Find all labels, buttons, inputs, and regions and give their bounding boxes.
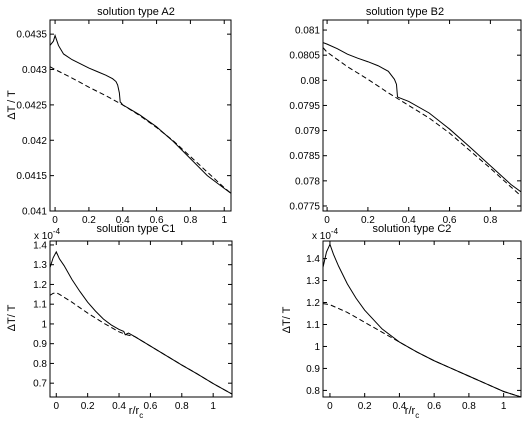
y-tick-label: 0.9 [33,339,47,350]
y-axis-label: ΔT/ T [6,304,18,331]
y-tick-label: 0.9 [306,364,320,375]
x-tick-label: 0.4 [392,401,406,412]
y-tick-label: 1 [314,342,320,353]
series-line-dashed [323,303,521,397]
y-axis-label: ΔT/ T [281,306,293,333]
y-exponent-label: x 10-4 [312,227,339,242]
y-tick-label: 1.2 [33,280,47,291]
subplot-title: solution type A2 [97,6,175,18]
y-tick-label: 0.7 [33,379,47,390]
y-tick-label: 0.0795 [289,101,320,112]
plot-area: 0 0.2 0.4 0.6 0.8 0.0775 0.078 0.0785 0.079 0.079… [289,19,522,226]
y-exponent-label: x 10-4 [34,227,61,242]
x-tick-label: 0.4 [402,215,416,226]
series-line-dashed [323,47,521,197]
y-tick-label: 0.8 [33,359,47,370]
y-tick-label: 1.1 [306,320,320,331]
axes-frame [322,240,522,398]
y-tick-label: 0.0785 [289,151,320,162]
x-tick-label: 0.6 [150,215,164,226]
axes-frame [49,19,232,212]
y-tick-label: 1.1 [33,300,47,311]
y-tick-label: 0.0775 [289,201,320,212]
y-tick-label: 0.041 [22,207,47,218]
y-tick-label: 1.3 [306,276,320,287]
y-tick-label: 0.081 [295,26,320,37]
y-tick-label: 0.08 [301,76,321,87]
x-tick-label: 0.6 [143,401,157,412]
x-axis-label: r/rc [405,405,419,420]
y-tick-label: 1.2 [306,298,320,309]
x-tick-label: 0.4 [116,215,130,226]
x-tick-label: 0.6 [443,215,457,226]
x-tick-label: 0 [53,401,59,412]
y-tick-label: 0.0415 [16,171,47,182]
x-tick-label: 0.8 [483,215,497,226]
plot-area: 0 0.2 0.4 0.6 0.8 1 0.7 0.8 0.9 1 1.1 1.2 1.3 1.4 [33,240,233,412]
y-tick-label: 0.0425 [16,100,47,111]
y-tick-label: 0.079 [295,126,320,137]
x-tick-label: 0 [324,215,330,226]
x-tick-label: 1 [221,215,227,226]
x-tick-label: 0.2 [82,215,96,226]
y-tick-label: 1.4 [33,240,47,251]
y-tick-label: 1.4 [306,254,320,265]
x-tick-label: 1 [210,401,216,412]
subplot-a2: solution type A2 ΔT / T 0 0.2 0.4 0.6 0.8 1 0.… [6,6,232,226]
x-tick-label: 0 [327,401,333,412]
series-line-solid [50,250,232,395]
x-tick-label: 0.8 [175,401,189,412]
y-tick-label: 0.042 [22,136,47,147]
axes-frame [322,19,522,212]
subplot-b2: solution type B2 0 0.2 0.4 0.6 0.8 0.0775 0.07… [289,6,522,226]
subplot-title: solution type C2 [373,223,452,235]
axes-frame [49,240,233,398]
x-tick-label: 0.2 [361,215,375,226]
plot-area: 0 0.2 0.4 0.6 0.8 1 0.041 0.0415 0.042 0.0425 0.04… [16,19,232,226]
subplot-c1: solution type C1 ΔT/ T r/rc x 10-4 0 0.2 0… [6,223,233,420]
x-tick-label: 0.8 [183,215,197,226]
x-tick-label: 0.6 [427,401,441,412]
series-line-dashed [50,292,232,395]
series-line-solid [323,42,521,193]
plot-area: 0 0.2 0.4 0.6 0.8 1 0.8 0.9 1 1.1 1.2 1.3 1.4 [306,240,522,412]
y-tick-label: 1.3 [33,260,47,271]
subplot-title: solution type B2 [366,6,444,18]
y-tick-label: 0.0435 [16,30,47,41]
subplot-title: solution type C1 [97,223,176,235]
series-line-solid [323,242,521,397]
x-tick-label: 0.2 [358,401,372,412]
subplot-c2: solution type C2 ΔT/ T r/rc x 10-4 0 0.2 0… [281,223,522,420]
y-tick-label: 0.078 [295,176,320,187]
series-line-solid [50,33,231,194]
y-tick-label: 0.043 [22,65,47,76]
y-tick-label: 0.0805 [289,51,320,62]
x-tick-label: 0.8 [462,401,476,412]
x-tick-label: 0.4 [112,401,126,412]
y-tick-label: 0.8 [306,386,320,397]
x-tick-label: 0 [52,215,58,226]
x-axis-label: r/rc [129,405,143,420]
x-tick-label: 1 [501,401,507,412]
y-tick-label: 1 [41,319,47,330]
series-line-dashed [50,66,231,194]
x-tick-label: 0.2 [81,401,95,412]
y-axis-label: ΔT / T [6,90,18,120]
